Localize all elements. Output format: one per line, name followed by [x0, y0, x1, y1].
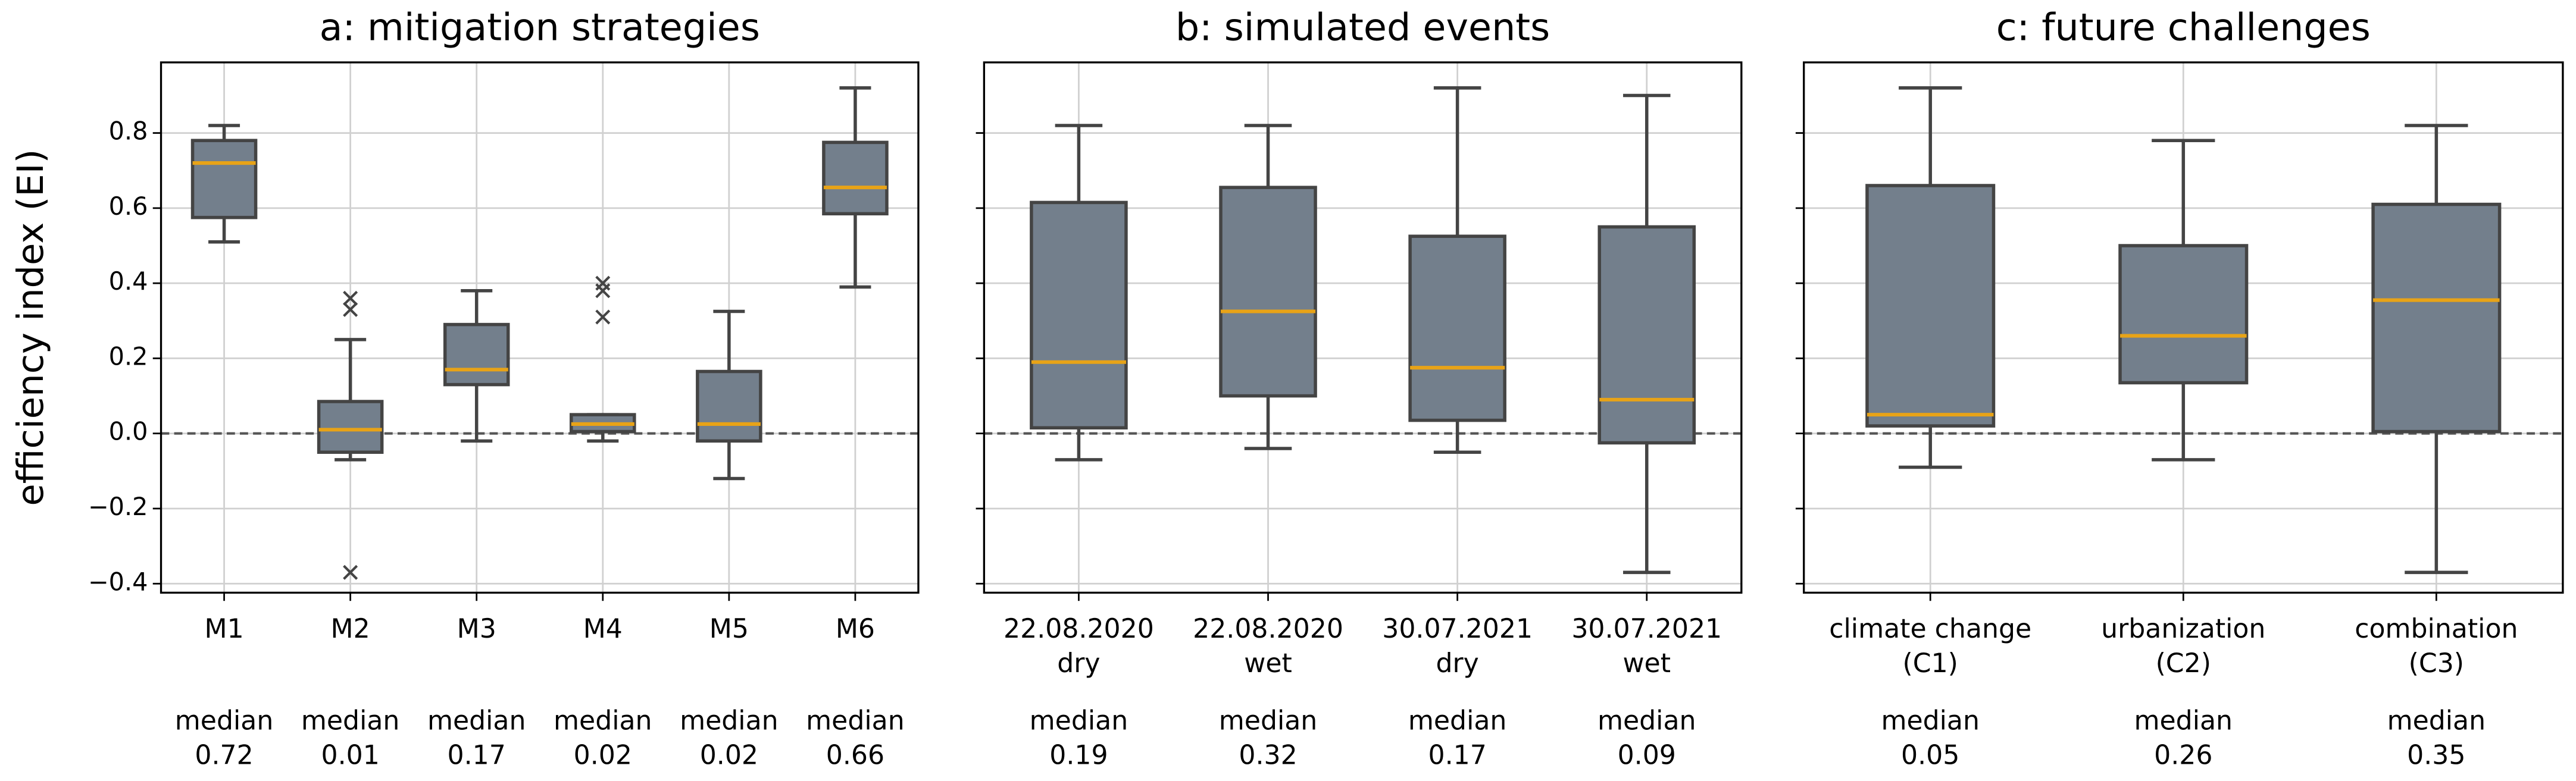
- x-tick-label: dry: [1436, 648, 1478, 679]
- x-tick-label: M4: [583, 614, 623, 644]
- median-annotation: 0.32: [1239, 740, 1297, 770]
- box: [1219, 186, 1317, 398]
- box: [190, 139, 258, 219]
- x-tick-label: urbanization: [2101, 614, 2265, 644]
- x-tick-label: 22.08.2020: [1193, 614, 1343, 644]
- axes-frame: [983, 61, 1743, 594]
- panel: b: simulated events 22.08.2020 dry median 0.…: [976, 5, 1743, 770]
- box: [2371, 202, 2502, 434]
- median-annotation: median: [301, 705, 400, 736]
- box: [1865, 184, 1996, 428]
- y-tick-label: −0.4: [88, 567, 148, 596]
- median-annotation: 0.17: [1428, 740, 1486, 770]
- x-tick-label: (C3): [2409, 648, 2464, 679]
- flier: [343, 290, 358, 306]
- y-axis-label: efficiency index (EI): [10, 149, 52, 506]
- x-tick-label: 22.08.2020: [1003, 614, 1154, 644]
- median-annotation: 0.26: [2154, 740, 2212, 770]
- y-tick-label: 0.2: [109, 342, 148, 371]
- x-tick-label: M5: [709, 614, 749, 644]
- box: [822, 140, 889, 216]
- median-annotation: 0.02: [700, 740, 758, 770]
- median-annotation: 0.72: [195, 740, 253, 770]
- median-annotation: median: [806, 705, 905, 736]
- box: [1408, 234, 1506, 422]
- median-annotation: 0.19: [1049, 740, 1108, 770]
- median-annotation: median: [1881, 705, 1980, 736]
- median-annotation: median: [2134, 705, 2233, 736]
- median-annotation: 0.01: [321, 740, 379, 770]
- axes-frame: [1803, 61, 2564, 594]
- panel-title: c: future challenges: [1996, 5, 2371, 49]
- y-tick-label: −0.2: [88, 493, 148, 521]
- x-tick-label: wet: [1244, 648, 1292, 679]
- median-annotation: median: [1030, 705, 1128, 736]
- median-annotation: median: [554, 705, 652, 736]
- box: [1030, 200, 1128, 429]
- flier: [343, 564, 358, 580]
- x-tick-label: (C1): [1903, 648, 1958, 679]
- median-annotation: 0.35: [2407, 740, 2465, 770]
- median-annotation: 0.09: [1618, 740, 1676, 770]
- x-tick-label: 30.07.2021: [1382, 614, 1533, 644]
- flier: [595, 309, 611, 325]
- panel-title: a: mitigation strategies: [320, 5, 760, 49]
- x-tick-label: climate change: [1829, 614, 2031, 644]
- panel-title: b: simulated events: [1176, 5, 1550, 49]
- y-tick-label: 0.8: [109, 117, 148, 146]
- box: [2118, 244, 2249, 385]
- y-tick-label: 0.6: [109, 192, 148, 221]
- median-annotation: 0.05: [1901, 740, 1959, 770]
- median-annotation: median: [427, 705, 526, 736]
- x-tick-label: M2: [331, 614, 370, 644]
- box: [696, 369, 762, 443]
- x-tick-label: M3: [457, 614, 496, 644]
- box: [317, 400, 384, 454]
- panel: a: mitigation strategies efficiency index…: [10, 5, 920, 770]
- median-annotation: 0.02: [574, 740, 632, 770]
- x-tick-label: combination: [2355, 614, 2518, 644]
- x-tick-label: M6: [836, 614, 875, 644]
- box: [1598, 225, 1696, 445]
- y-tick-label: 0.4: [109, 267, 148, 296]
- median-annotation: median: [2387, 705, 2486, 736]
- y-tick-label: 0.0: [109, 418, 148, 446]
- axes-frame: [160, 61, 920, 594]
- median-annotation: median: [175, 705, 274, 736]
- flier: [343, 302, 358, 317]
- median-annotation: median: [680, 705, 779, 736]
- box: [443, 322, 510, 387]
- median-annotation: 0.66: [826, 740, 884, 770]
- flier: [595, 283, 611, 299]
- panel: c: future challenges climate change (C1) me…: [1795, 5, 2564, 770]
- median-annotation: median: [1598, 705, 1696, 736]
- x-tick-label: wet: [1622, 648, 1671, 679]
- x-tick-label: dry: [1057, 648, 1100, 679]
- median-annotation: median: [1408, 705, 1507, 736]
- median-annotation: 0.17: [448, 740, 506, 770]
- x-tick-label: (C2): [2156, 648, 2211, 679]
- median-annotation: median: [1219, 705, 1318, 736]
- x-tick-label: 30.07.2021: [1571, 614, 1722, 644]
- x-tick-label: M1: [204, 614, 243, 644]
